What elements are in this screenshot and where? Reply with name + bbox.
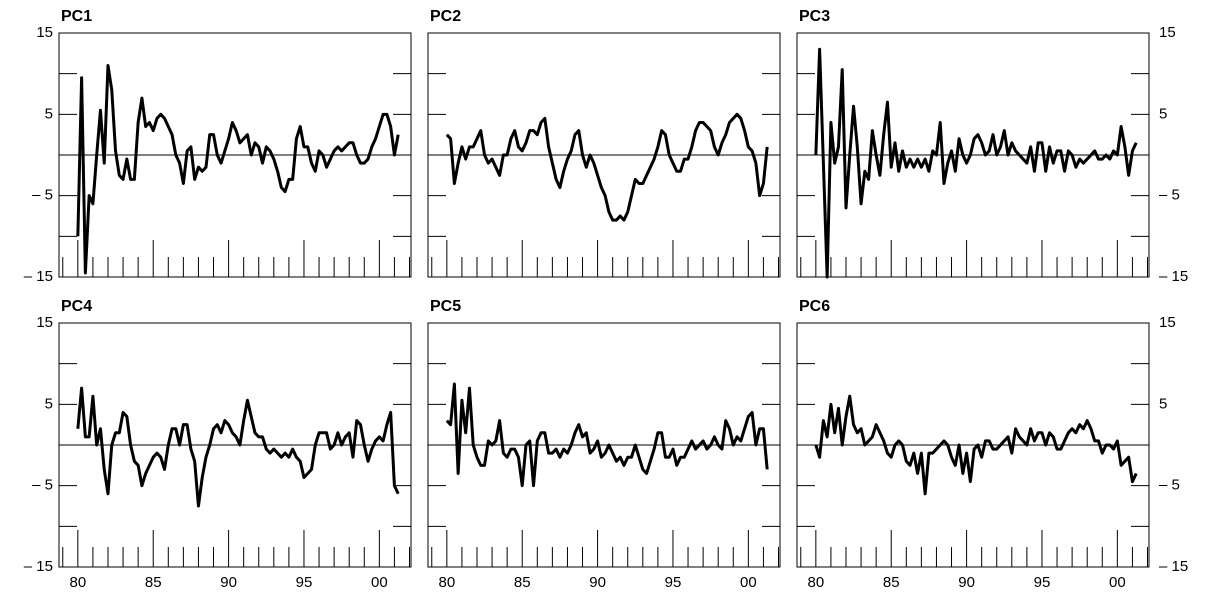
x-tick-label: 85	[145, 574, 162, 591]
x-tick-label: 80	[807, 574, 824, 591]
x-tick-label: 90	[220, 574, 237, 591]
x-tick-label: 90	[589, 574, 606, 591]
y-tick-label: 15	[1159, 24, 1176, 41]
x-tick-label: 00	[740, 574, 757, 591]
y-tick-label: – 5	[1159, 187, 1180, 204]
panel-title: PC4	[61, 298, 92, 315]
x-tick-label: 85	[514, 574, 531, 591]
y-tick-label: 15	[36, 314, 53, 331]
panel-title: PC6	[799, 298, 830, 315]
x-tick-label: 80	[438, 574, 455, 591]
y-tick-label: – 15	[24, 558, 53, 575]
y-tick-label: 5	[45, 105, 53, 122]
x-tick-label: 85	[883, 574, 900, 591]
x-tick-label: 00	[371, 574, 388, 591]
panel-title: PC1	[61, 8, 92, 25]
series-line	[814, 394, 1138, 496]
y-tick-label: – 5	[32, 477, 53, 494]
y-tick-label: – 5	[1159, 477, 1180, 494]
y-tick-label: – 15	[1159, 558, 1188, 575]
y-tick-label: 15	[36, 24, 53, 41]
series-line	[76, 64, 400, 275]
panel-title: PC2	[430, 8, 461, 25]
x-tick-label: 80	[69, 574, 86, 591]
panel-title: PC3	[799, 8, 830, 25]
y-tick-label: 15	[1159, 314, 1176, 331]
series-line	[76, 386, 400, 508]
series-line	[445, 112, 769, 222]
series-line	[814, 47, 1138, 279]
y-tick-label: 5	[1159, 105, 1167, 122]
y-tick-label: 5	[1159, 395, 1167, 412]
panel-title: PC5	[430, 298, 461, 315]
x-tick-label: 95	[296, 574, 313, 591]
x-tick-label: 95	[1034, 574, 1051, 591]
series-line	[445, 382, 769, 488]
y-tick-label: – 5	[32, 187, 53, 204]
x-tick-label: 90	[958, 574, 975, 591]
y-tick-label: – 15	[24, 268, 53, 285]
x-tick-label: 95	[665, 574, 682, 591]
y-tick-label: – 15	[1159, 268, 1188, 285]
y-tick-label: 5	[45, 395, 53, 412]
x-tick-label: 00	[1109, 574, 1126, 591]
